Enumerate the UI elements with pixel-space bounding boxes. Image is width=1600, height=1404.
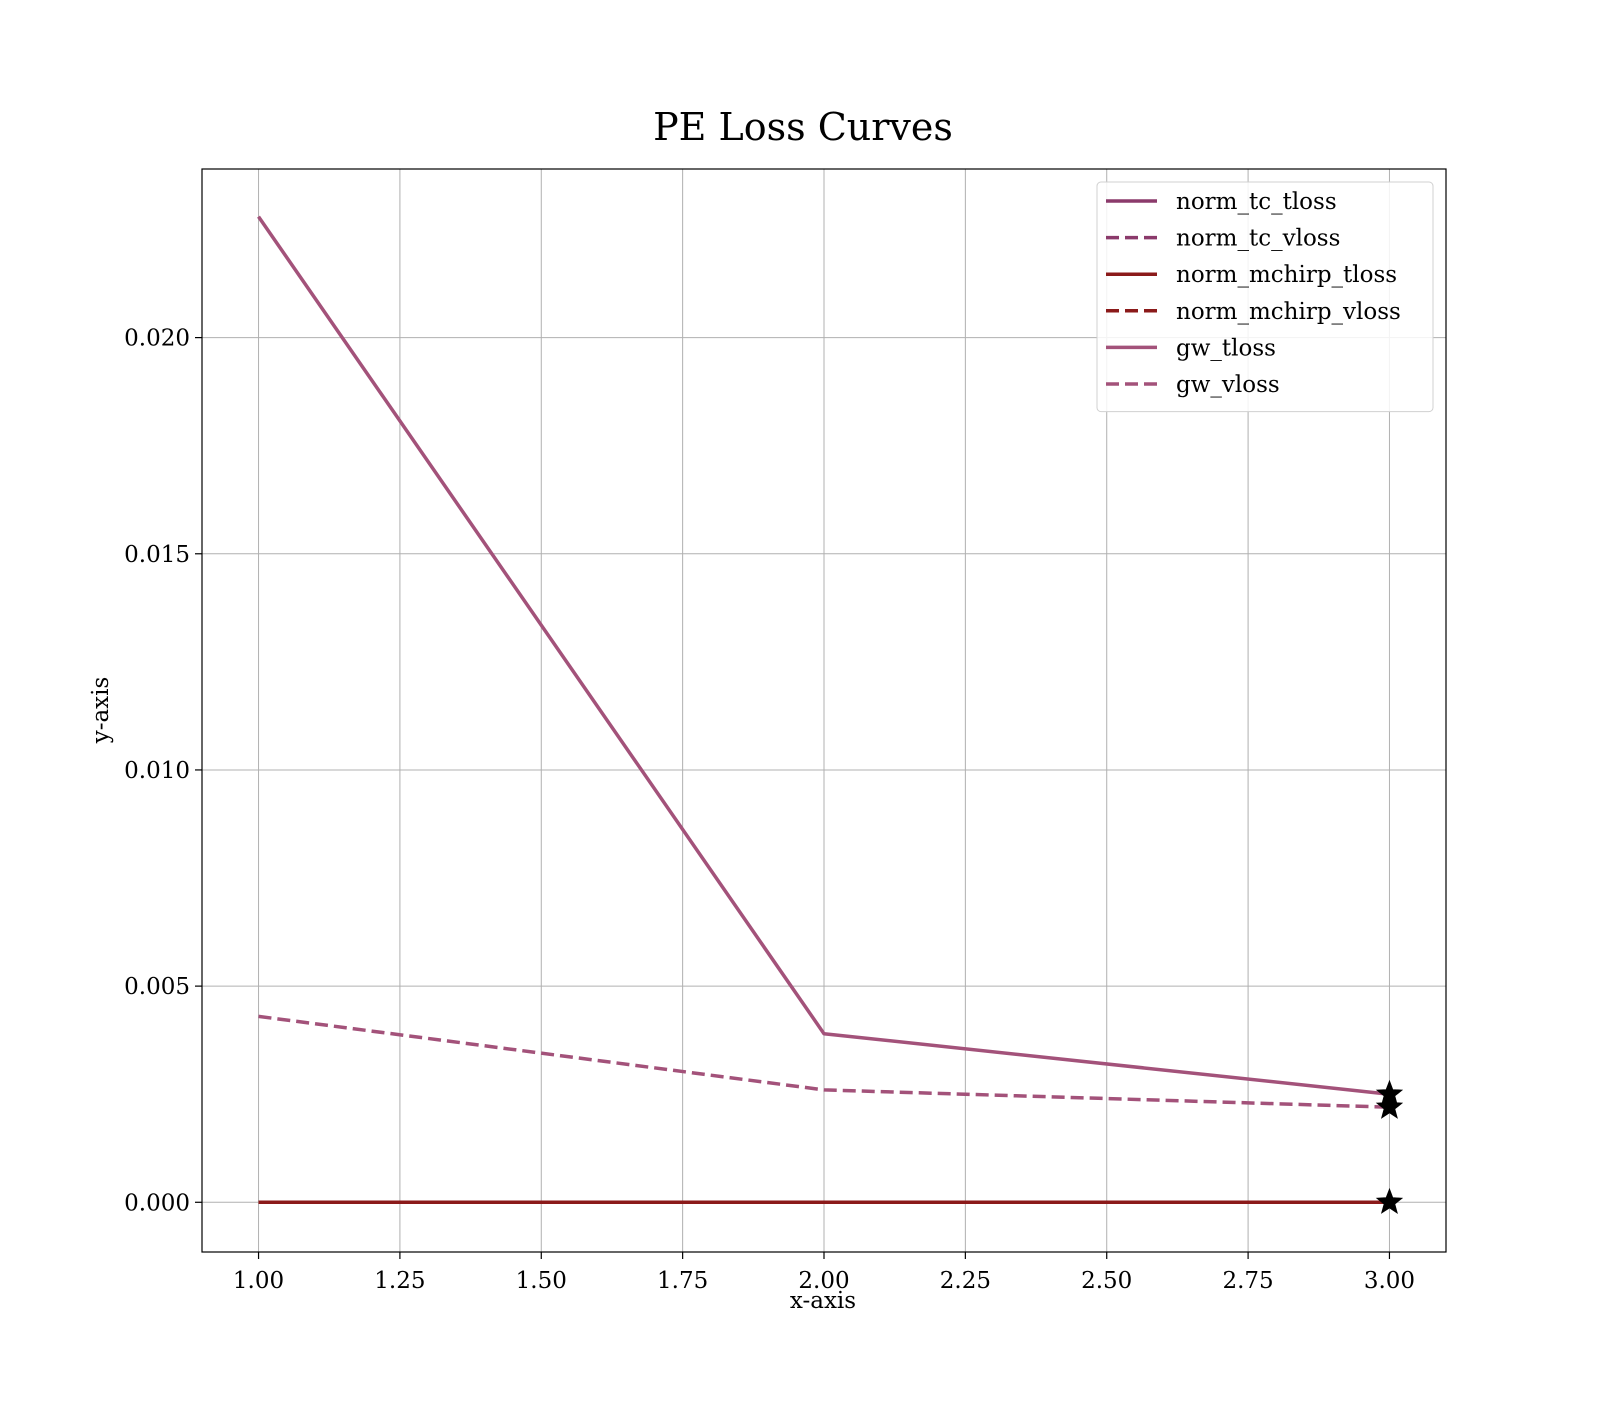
y-tick-label: 0.005	[124, 974, 190, 1000]
x-axis-label: x-axis	[790, 1288, 856, 1314]
y-axis-label: y-axis	[88, 677, 114, 745]
legend: norm_tc_tloss norm_tc_vloss norm_mchirp_tl…	[1096, 181, 1434, 413]
y-tick-label: 0.015	[124, 542, 190, 568]
x-tick-label: 1.75	[657, 1268, 708, 1294]
x-tick-label: 1.00	[233, 1268, 284, 1294]
x-tick-label: 2.25	[940, 1268, 991, 1294]
legend-label: gw_vloss	[1176, 372, 1280, 398]
axis-ticks: 1.00 1.25 1.50 1.75 2.00 2.25 2.50 2.75 3.00 0.00…	[124, 326, 1415, 1294]
end-markers	[1375, 1079, 1404, 1214]
x-tick-label: 1.25	[374, 1268, 425, 1294]
legend-label: norm_mchirp_tloss	[1176, 262, 1397, 288]
legend-label: norm_tc_tloss	[1176, 189, 1337, 215]
x-tick-label: 3.00	[1364, 1268, 1415, 1294]
star-marker	[1375, 1187, 1404, 1214]
legend-label: gw_tloss	[1176, 335, 1276, 361]
star-marker	[1375, 1092, 1404, 1119]
legend-label: norm_mchirp_vloss	[1176, 299, 1401, 325]
x-tick-label: 2.00	[798, 1268, 849, 1294]
legend-box	[1096, 181, 1434, 413]
x-tick-label: 2.75	[1222, 1268, 1273, 1294]
x-tick-label: 1.50	[516, 1268, 567, 1294]
y-tick-label: 0.010	[124, 758, 190, 784]
y-tick-label: 0.020	[124, 326, 190, 352]
series-line-gw-vloss	[258, 1014, 1390, 1109]
series-line-gw-tloss	[257, 215, 1390, 1096]
y-tick-label: 0.000	[124, 1190, 190, 1216]
x-tick-label: 2.50	[1081, 1268, 1132, 1294]
series-lines	[257, 215, 1390, 1205]
chart-title: PE Loss Curves	[653, 105, 953, 149]
legend-label: norm_tc_vloss	[1176, 226, 1340, 252]
